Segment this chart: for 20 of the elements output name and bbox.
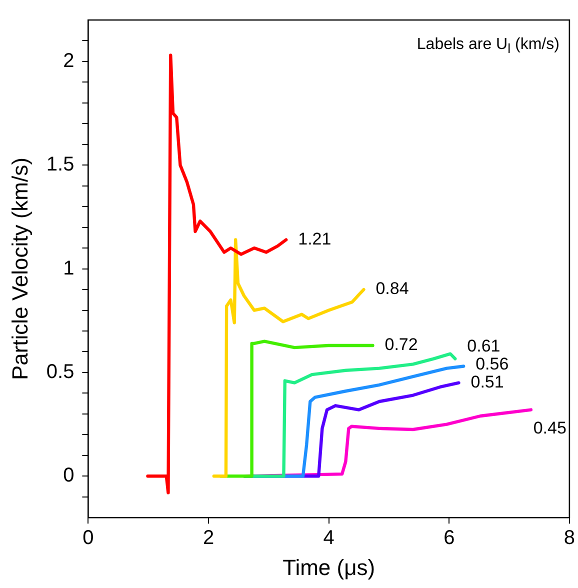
series-label: 0.61 [467,336,500,356]
series-label: 0.56 [476,354,509,374]
x-axis-title: Time (μs) [282,554,376,580]
series-label: 0.84 [376,279,409,298]
y-tick-label: 0 [63,464,74,487]
x-tick-label: 2 [202,527,214,550]
series-label: 0.45 [533,418,566,438]
y-axis-title: Particle Velocity (km/s) [7,158,32,380]
x-tick-label: 0 [82,527,94,550]
series-label: 0.51 [470,372,504,392]
series-label: 1.21 [298,229,332,248]
x-tick-label: 6 [444,527,455,550]
series-label: 0.72 [384,335,418,354]
y-tick-label: 1 [63,257,74,280]
x-tick-label: 4 [323,527,334,550]
y-tick-label: 2 [63,50,74,72]
y-tick-label: 1.5 [46,154,74,176]
annotation: Labels are U$_{l}$ (km/s) [416,36,560,56]
x-tick-label: 8 [564,527,575,550]
y-tick-label: 0.5 [46,360,74,383]
